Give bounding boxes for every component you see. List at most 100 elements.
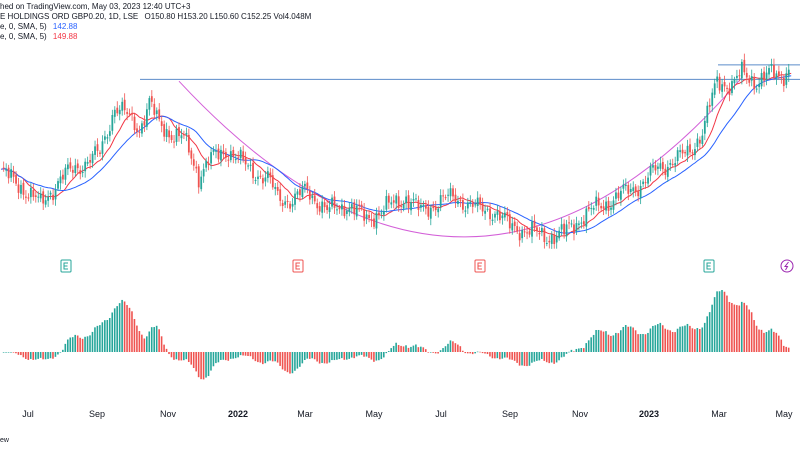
candle-body xyxy=(175,128,178,142)
candle-body xyxy=(27,197,30,199)
oscillator-bar xyxy=(696,328,699,352)
oscillator-bar xyxy=(602,331,605,352)
candle-body xyxy=(387,195,390,203)
oscillator-bar xyxy=(338,352,341,360)
oscillator-bar xyxy=(592,334,595,352)
candle-body xyxy=(763,71,765,81)
candle-body xyxy=(91,153,94,164)
x-tick-label: May xyxy=(775,409,793,419)
oscillator-bar xyxy=(232,352,234,359)
oscillator-bar xyxy=(173,352,175,360)
oscillator-bar xyxy=(57,352,59,355)
oscillator-bar xyxy=(506,352,509,358)
oscillator-bar xyxy=(753,320,755,352)
oscillator-bar xyxy=(5,352,7,353)
candle-body xyxy=(37,196,40,198)
oscillator-bar xyxy=(736,305,738,352)
oscillator-bar xyxy=(503,352,506,358)
candle-body xyxy=(536,227,538,231)
candle-body xyxy=(269,172,272,178)
candle-body xyxy=(491,219,494,221)
oscillator-bar xyxy=(489,352,491,357)
footer-text: ew xyxy=(0,437,9,444)
candle-body xyxy=(457,200,459,205)
candle-body xyxy=(2,167,5,169)
candle-body xyxy=(254,179,257,181)
candle-body xyxy=(343,205,346,217)
candle-body xyxy=(264,177,267,182)
oscillator-bar xyxy=(276,352,279,363)
oscillator-bar xyxy=(113,308,116,352)
oscillator-bar xyxy=(597,329,600,352)
candle-body xyxy=(79,170,82,175)
oscillator-bar xyxy=(424,349,427,352)
oscillator-bar xyxy=(726,295,728,352)
candle-body xyxy=(716,76,719,82)
oscillator-bar xyxy=(94,327,96,352)
candle-body xyxy=(770,63,773,66)
candle-body xyxy=(548,240,551,243)
candle-body xyxy=(74,165,77,174)
candle-body xyxy=(341,204,343,210)
oscillator-bar xyxy=(79,337,81,352)
candle-body xyxy=(294,193,296,205)
candle-body xyxy=(39,193,42,199)
candle-body xyxy=(220,149,222,161)
oscillator-bar xyxy=(521,352,523,366)
oscillator-bar xyxy=(266,352,269,362)
candle-body xyxy=(755,88,758,90)
candle-body xyxy=(25,196,27,198)
oscillator-bar xyxy=(400,345,402,352)
oscillator-bar xyxy=(121,299,123,352)
candle-body xyxy=(402,203,405,209)
oscillator-bar xyxy=(111,312,114,352)
candle-body xyxy=(266,171,269,178)
candle-body xyxy=(612,200,615,210)
candle-body xyxy=(661,161,664,170)
oscillator-bar xyxy=(104,320,106,352)
candle-body xyxy=(615,192,617,199)
candle-body xyxy=(459,199,462,201)
candle-body xyxy=(217,148,220,160)
candle-body xyxy=(476,197,479,207)
candle-body xyxy=(580,222,583,224)
oscillator-bar xyxy=(721,290,723,352)
candle-body xyxy=(390,202,393,205)
candle-body xyxy=(66,164,69,170)
candle-body xyxy=(760,72,763,87)
oscillator-bar xyxy=(479,351,481,353)
candle-body xyxy=(247,165,250,167)
ma-legend-1[interactable]: e, 0, SMA, 5) 142.88 xyxy=(0,22,77,32)
header-source: hed on TradingView.com, May 03, 2023 12:… xyxy=(0,2,191,11)
oscillator-bar xyxy=(247,352,249,357)
oscillator-bar xyxy=(439,350,442,352)
cup-arc xyxy=(178,77,743,238)
candle-body xyxy=(787,69,790,76)
candle-body xyxy=(375,212,378,229)
candle-body xyxy=(54,189,57,200)
candle-body xyxy=(281,203,284,206)
oscillator-bar xyxy=(469,352,471,354)
candle-body xyxy=(49,192,52,195)
ma-legend-2[interactable]: e, 0, SMA, 5) 149.88 xyxy=(0,32,77,42)
oscillator-bar xyxy=(195,352,197,372)
oscillator-bar xyxy=(323,352,326,364)
candle-body xyxy=(321,201,324,213)
oscillator-bar xyxy=(360,352,363,355)
oscillator-bar xyxy=(180,352,183,361)
candle-body xyxy=(412,198,415,201)
candle-body xyxy=(170,135,173,141)
candle-body xyxy=(538,233,541,235)
oscillator-bar xyxy=(590,337,592,352)
candle-body xyxy=(178,127,180,137)
oscillator-bar xyxy=(402,346,405,352)
oscillator-bar xyxy=(326,352,328,364)
candle-body xyxy=(573,224,575,234)
candle-body xyxy=(138,131,141,133)
candle-body xyxy=(205,160,208,168)
candle-body xyxy=(71,169,74,173)
candle-body xyxy=(657,166,659,169)
earnings-glyph xyxy=(63,262,68,270)
candle-body xyxy=(726,87,728,89)
